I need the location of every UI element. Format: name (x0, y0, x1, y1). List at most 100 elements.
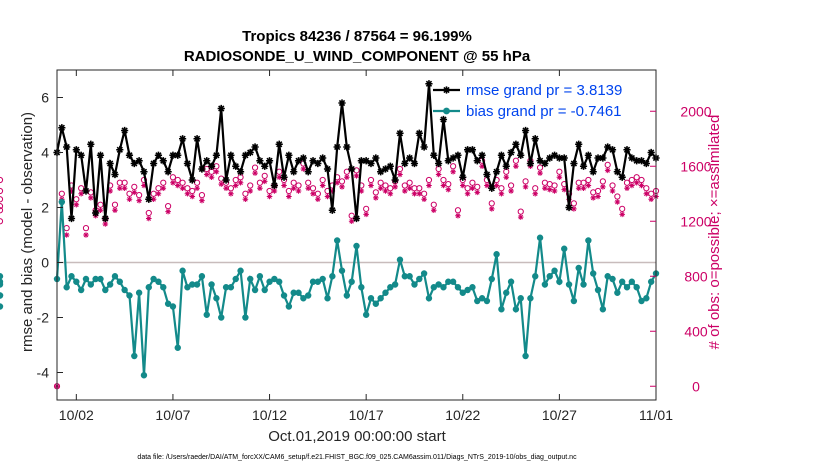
obs-assimilated-point (517, 214, 524, 220)
obs-possible-point (198, 192, 206, 199)
rmse-point (343, 143, 351, 151)
bias-point (300, 295, 307, 302)
rmse-point (314, 159, 322, 168)
bias-point (319, 275, 326, 283)
obs-assimilated-point (97, 207, 104, 214)
bias-point (493, 251, 500, 258)
obs-assimilated-point (165, 208, 171, 215)
obs-assimilated-point (213, 168, 220, 175)
bias-point (285, 303, 293, 310)
obs-possible-point (363, 205, 370, 212)
obs-possible-point (189, 187, 196, 195)
rmse-point (507, 148, 515, 157)
bias-point (377, 295, 384, 302)
obs-possible-point (536, 164, 544, 171)
obs-assimilated-point (324, 193, 331, 200)
bias-point (314, 278, 322, 285)
obs-possible-point (643, 185, 650, 192)
bias-point (131, 352, 138, 360)
rmse-point (328, 206, 336, 214)
footnote: data file: /Users/raeder/DAI/ATM_forcXX/… (137, 454, 577, 461)
obs-assimilated-point (131, 189, 138, 196)
y-right-tick-label: 400 (684, 323, 708, 339)
rmse-point (454, 151, 462, 159)
bias-point (512, 306, 520, 313)
bias-point (203, 311, 210, 318)
bias-point (551, 267, 558, 274)
bias-point (387, 284, 394, 291)
obs-assimilated-point (546, 186, 553, 193)
rmse-point (410, 159, 419, 168)
rmse-point (579, 162, 588, 170)
bias-point (121, 286, 128, 294)
y-right-tick-label: 800 (684, 268, 708, 284)
obs-possible-point (232, 176, 239, 184)
obs-possible-point (628, 176, 635, 184)
y-tick-label: 4 (41, 145, 49, 161)
bias-point (599, 306, 607, 313)
obs-possible-point (247, 182, 254, 189)
obs-possible-point (242, 190, 249, 197)
rmse-point (319, 154, 327, 162)
y-right-tick-label: 1200 (680, 213, 711, 229)
legend-bias-label: bias grand pr = -0.7461 (466, 103, 622, 120)
obs-assimilated-point (542, 185, 548, 192)
obs-possible-point (131, 183, 138, 190)
obs-possible-point (377, 179, 384, 186)
obs-assimilated-point (382, 188, 389, 194)
bias-point (189, 281, 196, 288)
rmse-point (526, 159, 535, 168)
obs-assimilated-point (604, 167, 611, 174)
bias-point (97, 275, 104, 283)
obs-possible-point (469, 179, 476, 186)
bias-point (483, 297, 491, 305)
rmse-point (101, 214, 109, 223)
bias-point (498, 306, 505, 313)
obs-assimilated-point (614, 199, 621, 205)
obs-assimilated-point (83, 232, 89, 238)
y-right-tick-label: 2000 (680, 103, 711, 119)
bias-point (106, 281, 114, 288)
bias-point (561, 245, 568, 252)
obs-assimilated-point (387, 190, 394, 197)
bias-point (338, 267, 346, 274)
bias-point (604, 273, 611, 280)
bias-point (362, 311, 370, 318)
chart-subtitle: RADIOSONDE_U_WIND_COMPONENT @ 55 hPa (184, 48, 531, 65)
rmse-point (401, 159, 409, 168)
obs-possible-point (594, 187, 602, 195)
bias-point (609, 275, 616, 283)
rmse-point (212, 151, 221, 159)
rmse-point (464, 146, 472, 154)
obs-assimilated-point (445, 186, 452, 193)
rmse-point (178, 135, 187, 143)
rmse-point (304, 168, 312, 176)
rmse-point (67, 214, 76, 223)
obs-assimilated-point (643, 190, 650, 197)
obs-possible-point (425, 176, 433, 184)
bias-point (333, 237, 341, 244)
bias-point (353, 242, 360, 250)
obs-assimilated-point (160, 185, 167, 192)
obs-assimilated-point (170, 179, 176, 186)
rmse-point (628, 154, 636, 162)
obs-assimilated-point (68, 188, 75, 194)
rmse-point (425, 80, 433, 88)
rmse-point (207, 162, 216, 170)
bias-point (145, 284, 152, 291)
obs-possible-point (165, 203, 172, 210)
obs-assimilated-point (392, 184, 398, 190)
obs-assimilated-point (271, 188, 278, 194)
y-tick-label: 6 (41, 90, 49, 106)
bias-point (382, 289, 389, 296)
bias-point (507, 278, 515, 285)
bias-point (222, 284, 230, 291)
obs-possible-point (507, 182, 515, 189)
obs-possible-point (251, 164, 259, 171)
bias-point (541, 281, 549, 288)
bias-point (406, 273, 413, 280)
rmse-point (444, 157, 452, 165)
obs-assimilated-point (257, 185, 263, 192)
bias-point (232, 275, 239, 283)
